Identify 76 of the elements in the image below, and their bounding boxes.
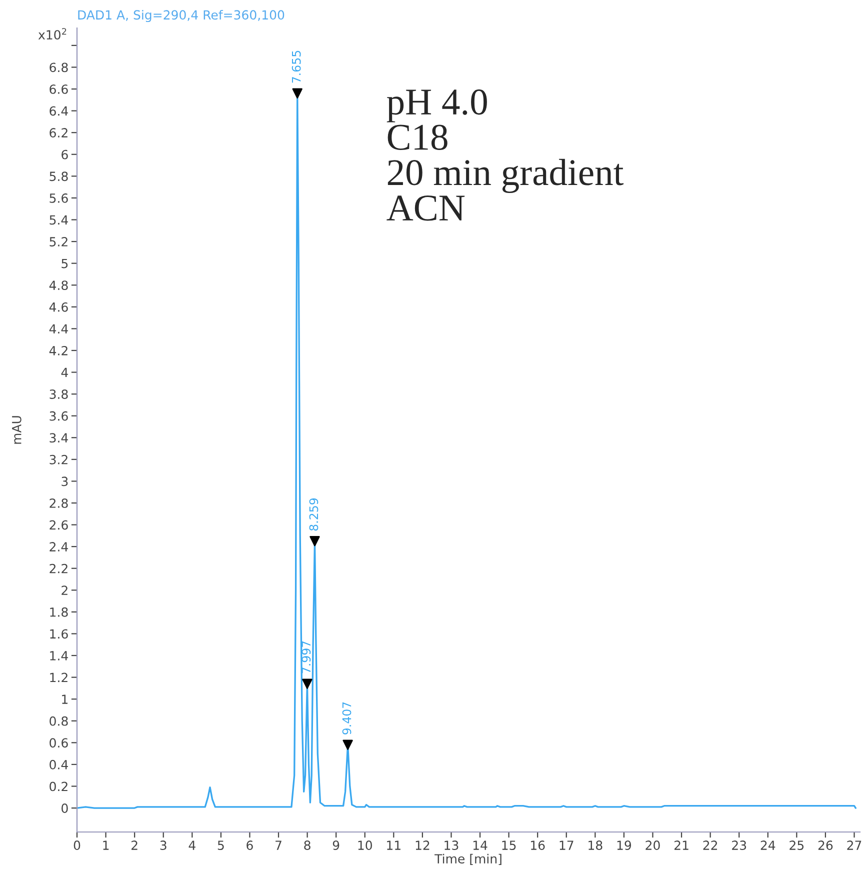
y-tick-label: 4.4 bbox=[49, 324, 68, 334]
y-tick-label: 5.8 bbox=[50, 172, 68, 182]
x-tick-label: 23 bbox=[732, 840, 746, 850]
y-tick-label: 3.4 bbox=[50, 433, 68, 443]
y-axis-title: mAU bbox=[12, 416, 22, 444]
y-tick-label: 4.2 bbox=[49, 346, 68, 356]
x-tick-label: 16 bbox=[531, 840, 545, 850]
annotation: 8.259 bbox=[309, 498, 318, 531]
y-tick-label: 3.2 bbox=[50, 454, 68, 464]
annotation: 9.407 bbox=[342, 702, 352, 734]
point bbox=[342, 740, 353, 750]
x-tick-label: 19 bbox=[617, 840, 632, 850]
x-tick-label: 15 bbox=[502, 840, 516, 850]
x-tick-label: 22 bbox=[703, 840, 718, 850]
x-tick-label: 17 bbox=[560, 840, 574, 850]
x-tick-label: 9 bbox=[332, 840, 340, 850]
y-tick-label: 6 bbox=[62, 150, 68, 160]
annotation: 7.997 bbox=[302, 641, 311, 674]
y-tick-label: 2.6 bbox=[50, 520, 68, 530]
x-tick-label: 0 bbox=[74, 840, 80, 850]
y-tick-label: 2.4 bbox=[50, 542, 68, 552]
y-tick-label: 0.2 bbox=[50, 782, 68, 792]
y-tick-label: 5 bbox=[62, 258, 68, 268]
y-tick-label: 2.2 bbox=[50, 564, 68, 574]
x-tick-label: 26 bbox=[818, 840, 833, 850]
x-tick-label: 1 bbox=[103, 840, 109, 850]
x-axis-title: Time [min] bbox=[434, 854, 502, 865]
y-tick-label: 0 bbox=[62, 804, 68, 813]
y-tick-label: 3.8 bbox=[50, 390, 68, 399]
y-tick-label: 6.8 bbox=[50, 62, 68, 72]
y-tick-label: 1.2 bbox=[50, 672, 68, 682]
x-tick-label: 27 bbox=[847, 840, 862, 850]
x-tick-label: 6 bbox=[246, 840, 253, 850]
y-tick-label: 1.6 bbox=[50, 629, 68, 639]
x-tick-label: 13 bbox=[444, 840, 458, 850]
annotation: pH 4.0 C18 20 min gradient ACN bbox=[386, 89, 624, 221]
x-tick-label: 24 bbox=[760, 840, 776, 850]
y-tick-label: 6.6 bbox=[50, 84, 68, 94]
y-tick-label: 0.4 bbox=[50, 760, 68, 770]
y-tick-label: 0.8 bbox=[50, 716, 68, 726]
x-tick-label: 7 bbox=[276, 840, 282, 850]
y-tick-label: 2.8 bbox=[50, 498, 68, 508]
chart-title: DAD1 A, Sig=290,4 Ref=360,100 bbox=[78, 10, 284, 22]
y-tick-label: 0.6 bbox=[50, 738, 68, 748]
y-tick-label: 1.4 bbox=[50, 651, 68, 660]
point bbox=[292, 88, 302, 98]
x-tick-label: 5 bbox=[218, 840, 224, 850]
point bbox=[302, 678, 312, 689]
y-tick-label: 5.2 bbox=[50, 237, 68, 246]
y-tick-label: 2 bbox=[62, 586, 68, 595]
x-tick-label: 2 bbox=[132, 840, 138, 850]
y-tick-label: 5.6 bbox=[50, 193, 68, 203]
x-tick-label: 4 bbox=[188, 840, 196, 850]
y-tick-label: 1.8 bbox=[50, 607, 68, 617]
annotation: 7.655 bbox=[292, 50, 301, 83]
x-tick-label: 21 bbox=[674, 840, 688, 850]
x-tick-label: 12 bbox=[416, 840, 430, 850]
y-tick-label: 1 bbox=[62, 694, 68, 704]
x-tick-label: 8 bbox=[304, 840, 310, 850]
y-tick-label: 6.2 bbox=[50, 128, 68, 138]
x-tick-label: 11 bbox=[387, 840, 400, 850]
y-tick-label: 5.4 bbox=[50, 215, 68, 225]
y-tick-label: 3 bbox=[62, 476, 68, 486]
x-tick-label: 18 bbox=[588, 840, 602, 850]
y-tick-label: 4.8 bbox=[49, 280, 68, 290]
y-tick-label: 3.6 bbox=[50, 411, 68, 421]
x-tick-label: 3 bbox=[160, 840, 166, 850]
y-tick-label: 4.6 bbox=[49, 302, 68, 312]
text: x10$^{2}$ bbox=[38, 28, 66, 40]
x-tick-label: 20 bbox=[646, 840, 660, 850]
x-tick-label: 25 bbox=[790, 840, 804, 850]
x-tick-label: 14 bbox=[473, 840, 488, 850]
y-tick-label: 6.4 bbox=[50, 106, 68, 116]
point bbox=[310, 536, 320, 546]
y-tick-label: 4 bbox=[61, 368, 68, 378]
x-tick-label: 10 bbox=[358, 840, 372, 850]
